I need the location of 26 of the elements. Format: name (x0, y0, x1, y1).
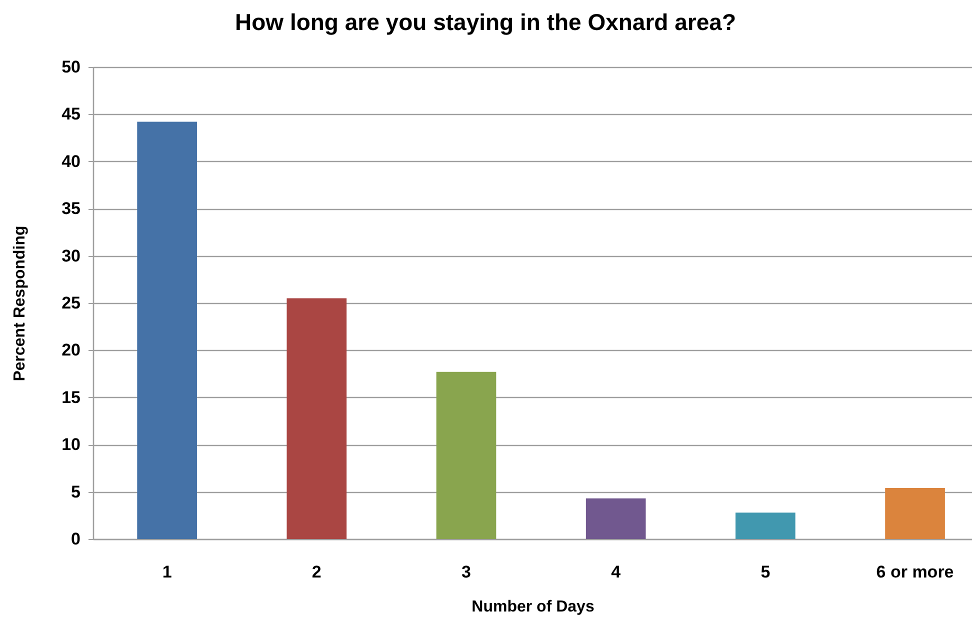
x-tick-label: 3 (462, 562, 471, 582)
x-axis-title: Number of Days (472, 598, 594, 616)
x-tick-label: 5 (760, 562, 770, 582)
x-tick-label: 6 or more (876, 562, 954, 582)
x-tick-label: 1 (162, 562, 172, 582)
y-tick-label: 30 (62, 246, 80, 266)
y-axis-title: Percent Responding (12, 226, 29, 382)
bar (137, 122, 197, 539)
y-tick-label: 35 (62, 199, 80, 218)
y-tick-label: 25 (62, 294, 80, 312)
y-tick-label: 15 (62, 388, 80, 407)
x-tick-label: 4 (611, 562, 622, 582)
bar (736, 512, 796, 539)
bar (586, 498, 646, 539)
bar (436, 372, 496, 539)
bar (286, 298, 347, 539)
y-tick-label: 5 (71, 482, 80, 502)
y-tick-label: 20 (62, 340, 80, 360)
y-tick-label: 45 (62, 104, 80, 124)
x-tick-label: 2 (312, 562, 322, 582)
y-tick-label: 40 (62, 152, 80, 171)
bar (885, 488, 945, 539)
y-tick-label: 10 (62, 435, 80, 454)
chart-title: How long are you staying in the Oxnard area? (235, 9, 736, 35)
y-tick-label: 0 (71, 530, 80, 548)
y-tick-label: 50 (62, 58, 80, 76)
